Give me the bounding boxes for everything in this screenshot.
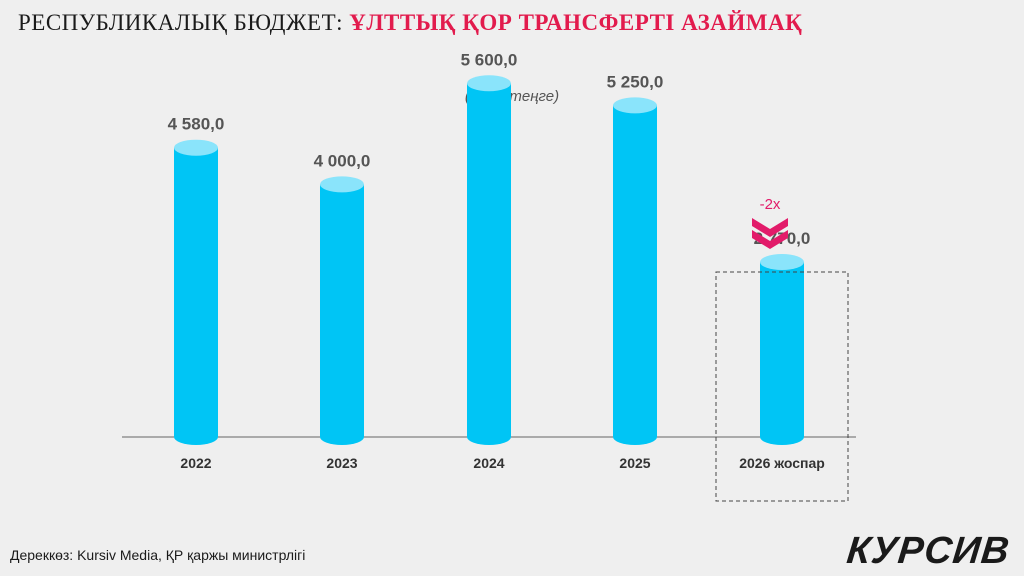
bar-bottom-1 xyxy=(320,429,364,445)
bar-2025 xyxy=(613,105,657,437)
bar-2026 жоспар xyxy=(760,262,804,437)
category-label: 2023 xyxy=(326,455,357,471)
bar-bottom-4 xyxy=(760,429,804,445)
bar-top-2 xyxy=(467,75,511,92)
bar-top-1 xyxy=(320,176,364,193)
chevron-down-icon xyxy=(752,218,788,237)
category-label: 2025 xyxy=(619,455,650,471)
chart-title: РЕСПУБЛИКАЛЫҚ БЮДЖЕТ: ҰЛТТЫҚ ҚОР ТРАНСФЕ… xyxy=(18,10,802,36)
bar-bottom-0 xyxy=(174,429,218,445)
bar-top-3 xyxy=(613,97,657,114)
category-label: 2022 xyxy=(180,455,211,471)
bar-2023 xyxy=(320,184,364,437)
bar-bottom-3 xyxy=(613,429,657,445)
value-label: 5 600,0 xyxy=(461,50,518,69)
title-accent: ҰЛТТЫҚ ҚОР ТРАНСФЕРТІ АЗАЙМАҚ xyxy=(349,10,803,35)
source-text: Дереккөз: Kursiv Media, ҚР қаржы министр… xyxy=(10,547,306,563)
bar-bottom-2 xyxy=(467,429,511,445)
title-plain: РЕСПУБЛИКАЛЫҚ БЮДЖЕТ: xyxy=(18,10,344,35)
kursiv-logo: КУРСИВ xyxy=(845,530,1013,572)
value-label: 4 000,0 xyxy=(314,151,371,170)
category-label: 2026 жоспар xyxy=(739,455,825,471)
annotation-label: -2x xyxy=(760,196,781,213)
category-label: 2024 xyxy=(473,455,504,471)
value-label: 4 580,0 xyxy=(168,115,225,134)
bar-top-4 xyxy=(760,254,804,271)
bar-top-0 xyxy=(174,139,218,156)
value-label: 5 250,0 xyxy=(607,72,664,91)
bar-2022 xyxy=(174,147,218,438)
highlight-box xyxy=(715,271,849,502)
chevron-down-icon xyxy=(752,230,788,249)
bar-2024 xyxy=(467,83,511,438)
